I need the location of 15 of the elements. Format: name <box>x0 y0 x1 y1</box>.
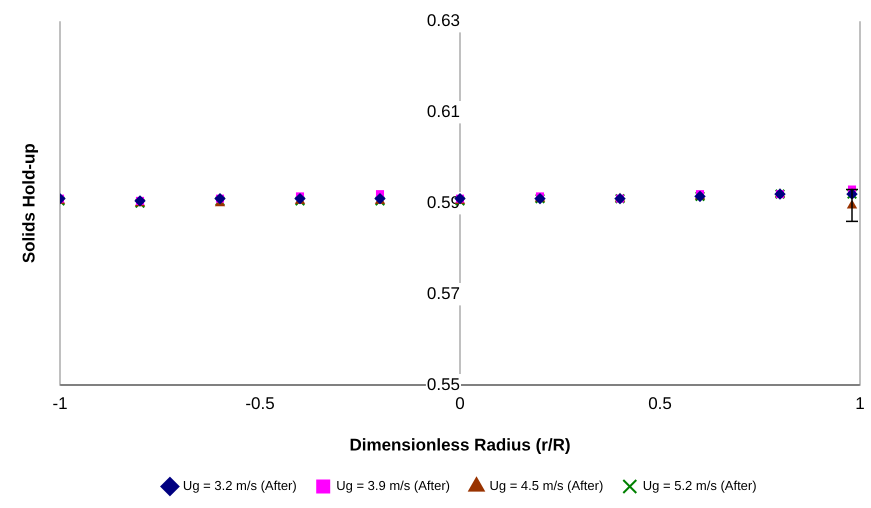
x-axis-title: Dimensionless Radius (r/R) <box>349 435 571 454</box>
y-axis-title: Solids Hold-up <box>20 143 39 264</box>
x-tick-label: -0.5 <box>245 394 275 414</box>
x-tick-label: -1 <box>52 394 68 414</box>
x-tick-label: 1 <box>855 394 865 414</box>
legend-label: Ug = 5.2 m/s (After) <box>642 478 757 494</box>
legend-label: Ug = 3.9 m/s (After) <box>336 478 450 494</box>
y-tick-label: 0.57 <box>426 284 460 303</box>
legend-label: Ug = 4.5 m/s (After) <box>490 478 604 494</box>
y-tick-label: 0.63 <box>426 10 460 30</box>
x-tick-label: 0 <box>455 394 465 414</box>
x-tick-label: 0.5 <box>648 394 672 414</box>
y-tick-label: 0.55 <box>426 374 460 394</box>
legend-label: Ug = 3.2 m/s (After) <box>182 478 297 494</box>
y-tick-label: 0.61 <box>426 102 460 121</box>
